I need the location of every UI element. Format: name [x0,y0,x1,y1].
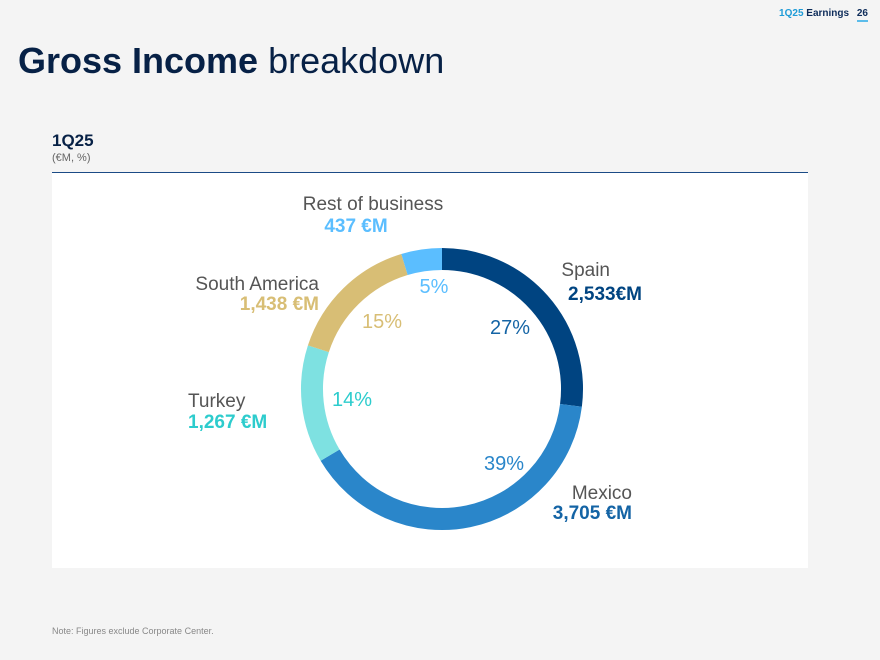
percent-label-turkey: 14% [332,389,372,411]
value-label-turkey: 1,267 €M [188,412,267,433]
category-label-turkey: Turkey [188,391,246,412]
slice-turkey [301,345,340,461]
category-label-south-america: South America [195,274,319,295]
category-label-spain: Spain [561,260,610,281]
header-tag: 1Q25 Earnings 26 [779,8,868,22]
percent-label-mexico: 39% [484,453,524,475]
value-label-south-america: 1,438 €M [240,294,319,315]
chart-units: (€M, %) [52,152,91,164]
footnote: Note: Figures exclude Corporate Center. [52,626,214,636]
percent-label-south-america: 15% [362,311,402,333]
header-label: Earnings [806,8,850,19]
slice-south-america [307,253,408,353]
percent-label-rest-of-business: 5% [420,276,449,298]
value-label-spain: 2,533€M [568,284,642,305]
value-label-mexico: 3,705 €M [553,503,632,524]
slice-rest-of-business [401,248,443,276]
slice-spain [441,248,583,407]
header-period: 1Q25 [779,8,804,19]
page-title-rest: breakdown [268,40,445,81]
page-number: 26 [856,8,868,22]
value-label-rest-of-business: 437 €M [324,216,387,237]
page-title-bold: Gross Income [18,40,259,81]
percent-label-spain: 27% [490,317,530,339]
page-title: Gross Income breakdown [18,40,444,82]
chart-period: 1Q25 [52,131,94,150]
category-label-mexico: Mexico [572,483,632,504]
slice-mexico [320,403,582,530]
chart-panel [52,173,808,568]
donut-arcs [301,248,583,530]
category-label-rest-of-business: Rest of business [303,194,443,215]
section-divider [52,172,808,173]
